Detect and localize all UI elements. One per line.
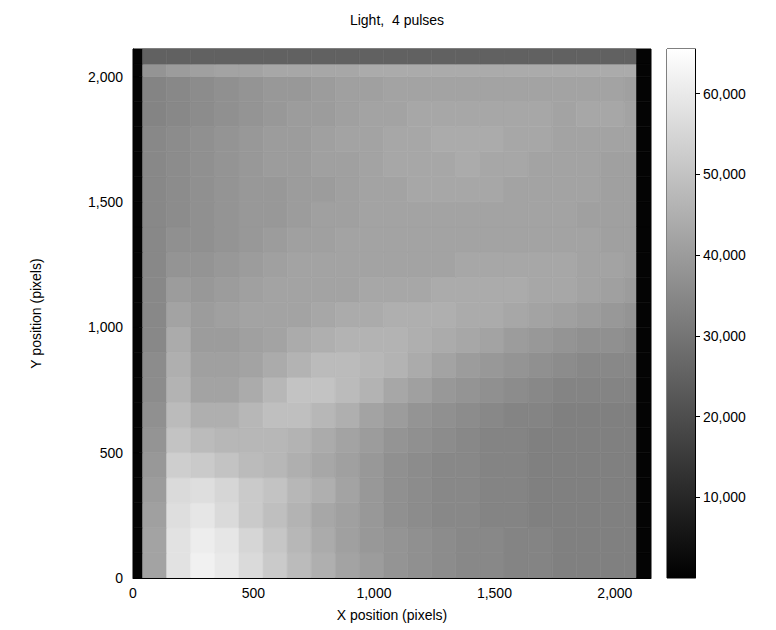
svg-text:1,000: 1,000 xyxy=(356,585,391,601)
svg-text:20,000: 20,000 xyxy=(703,409,746,425)
svg-text:1,500: 1,500 xyxy=(477,585,512,601)
svg-text:10,000: 10,000 xyxy=(703,489,746,505)
svg-text:0: 0 xyxy=(129,585,137,601)
svg-text:Light, 4 pulses: Light, 4 pulses xyxy=(350,12,444,28)
svg-text:500: 500 xyxy=(242,585,266,601)
svg-text:30,000: 30,000 xyxy=(703,328,746,344)
svg-text:1,000: 1,000 xyxy=(88,319,123,335)
svg-text:60,000: 60,000 xyxy=(703,86,746,102)
svg-text:X position (pixels): X position (pixels) xyxy=(337,607,448,623)
svg-text:2,000: 2,000 xyxy=(597,585,632,601)
svg-text:0: 0 xyxy=(115,570,123,586)
svg-text:40,000: 40,000 xyxy=(703,247,746,263)
svg-text:2,000: 2,000 xyxy=(88,69,123,85)
svg-text:Y position (pixels): Y position (pixels) xyxy=(28,258,44,368)
svg-text:500: 500 xyxy=(100,445,124,461)
svg-text:1,500: 1,500 xyxy=(88,194,123,210)
svg-text:50,000: 50,000 xyxy=(703,166,746,182)
